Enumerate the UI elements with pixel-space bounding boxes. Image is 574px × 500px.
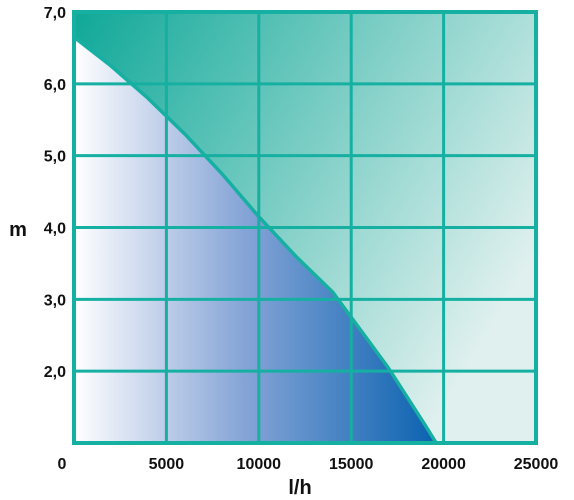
x-tick-label: 10000: [237, 456, 282, 473]
y-tick-label: 6,0: [44, 77, 66, 94]
x-tick-label: 25000: [514, 456, 559, 473]
x-tick-label: 20000: [421, 456, 466, 473]
series-line: [72, 35, 438, 444]
x-tick-label: 0: [58, 456, 67, 473]
y-tick-label: 3,0: [44, 292, 66, 309]
y-tick-label: 4,0: [44, 221, 66, 238]
y-tick-label: 2,0: [44, 364, 66, 381]
plot-frame: [72, 10, 538, 445]
y-axis-title: m: [9, 219, 27, 241]
plot-area: [72, 10, 538, 445]
axis-labels: m l/h 0 5000 10000 15000 20000 25000 2,0 3,0 4,0…: [9, 5, 558, 499]
x-tick-label: 5000: [149, 456, 185, 473]
y-tick-label: 5,0: [44, 149, 66, 166]
x-axis-title: l/h: [288, 477, 311, 499]
x-tick-label: 15000: [329, 456, 374, 473]
y-tick-label: 7,0: [44, 5, 66, 22]
area-under-curve: [74, 37, 437, 444]
